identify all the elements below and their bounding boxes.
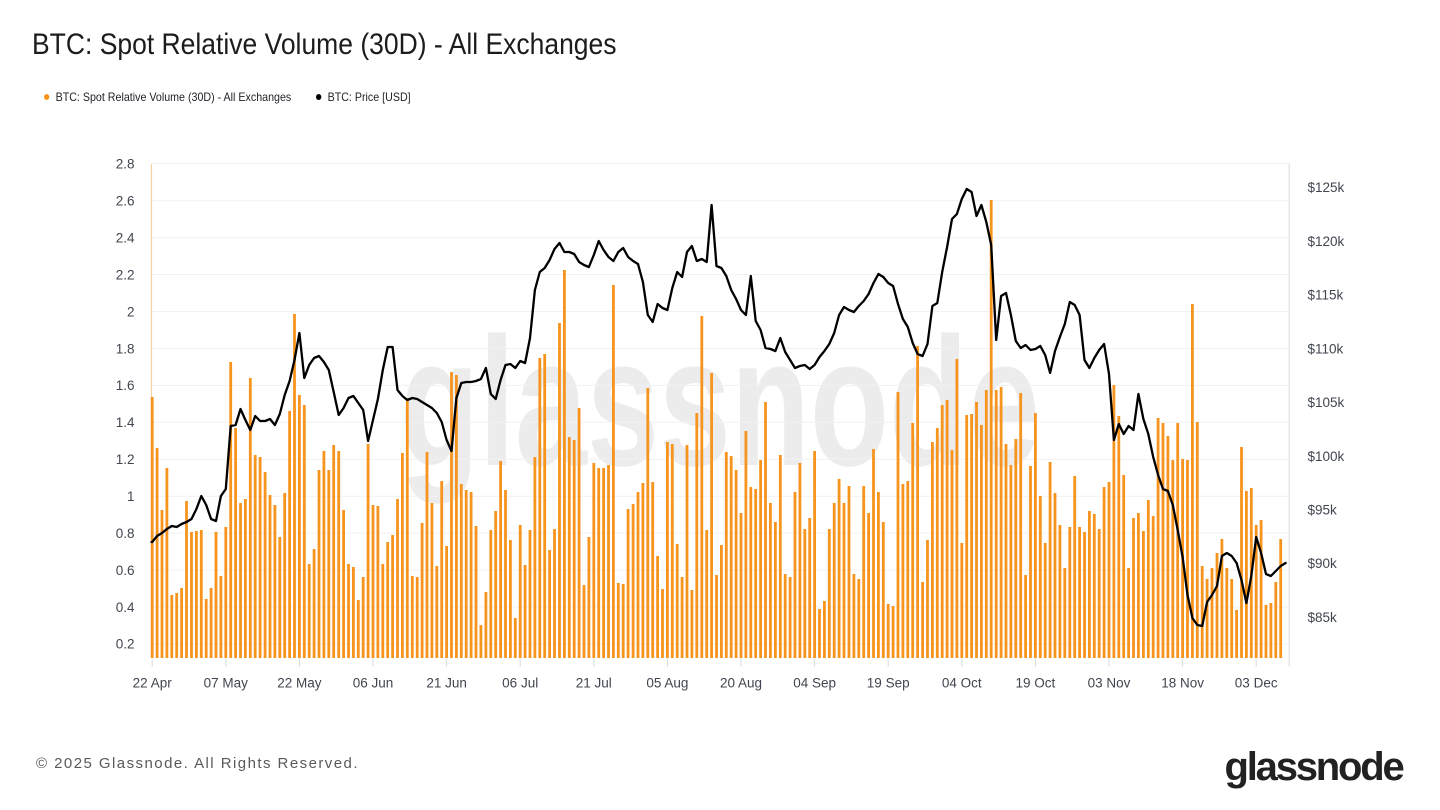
svg-text:04 Sep: 04 Sep (793, 676, 836, 691)
svg-text:0.6: 0.6 (116, 563, 135, 578)
svg-text:22 May: 22 May (277, 676, 322, 691)
svg-text:19 Sep: 19 Sep (867, 676, 910, 691)
svg-text:2.4: 2.4 (116, 231, 135, 246)
svg-text:$110k: $110k (1308, 341, 1344, 356)
svg-text:2: 2 (127, 304, 135, 319)
svg-text:2.2: 2.2 (116, 267, 135, 282)
svg-text:$90k: $90k (1308, 556, 1338, 571)
svg-text:0.8: 0.8 (116, 526, 135, 541)
svg-text:19 Oct: 19 Oct (1016, 676, 1056, 691)
svg-text:22 Apr: 22 Apr (133, 676, 173, 691)
svg-text:03 Dec: 03 Dec (1235, 676, 1278, 691)
svg-text:$105k: $105k (1308, 395, 1345, 410)
svg-text:$85k: $85k (1308, 610, 1338, 625)
svg-text:1.4: 1.4 (116, 415, 135, 430)
svg-text:0.2: 0.2 (116, 637, 135, 652)
svg-text:21 Jul: 21 Jul (576, 676, 612, 691)
svg-text:$125k: $125k (1308, 180, 1345, 195)
svg-text:03 Nov: 03 Nov (1088, 676, 1131, 691)
svg-text:06 Jul: 06 Jul (502, 676, 538, 691)
svg-text:2.8: 2.8 (116, 157, 135, 172)
svg-text:05 Aug: 05 Aug (646, 676, 688, 691)
svg-text:07 May: 07 May (204, 676, 249, 691)
svg-text:$95k: $95k (1308, 503, 1338, 518)
svg-text:glassnode: glassnode (400, 299, 1040, 504)
svg-text:$120k: $120k (1308, 234, 1345, 249)
svg-text:0.4: 0.4 (116, 600, 135, 615)
svg-text:04 Oct: 04 Oct (942, 676, 982, 691)
svg-text:1.6: 1.6 (116, 378, 135, 393)
svg-text:20 Aug: 20 Aug (720, 676, 762, 691)
svg-text:18 Nov: 18 Nov (1161, 676, 1204, 691)
svg-text:06 Jun: 06 Jun (353, 676, 394, 691)
svg-text:1: 1 (127, 489, 135, 504)
svg-text:2.6: 2.6 (116, 194, 135, 209)
svg-text:21 Jun: 21 Jun (426, 676, 467, 691)
svg-text:1.8: 1.8 (116, 341, 135, 356)
svg-text:1.2: 1.2 (116, 452, 135, 467)
svg-text:$100k: $100k (1308, 449, 1345, 464)
svg-text:$115k: $115k (1308, 288, 1344, 303)
